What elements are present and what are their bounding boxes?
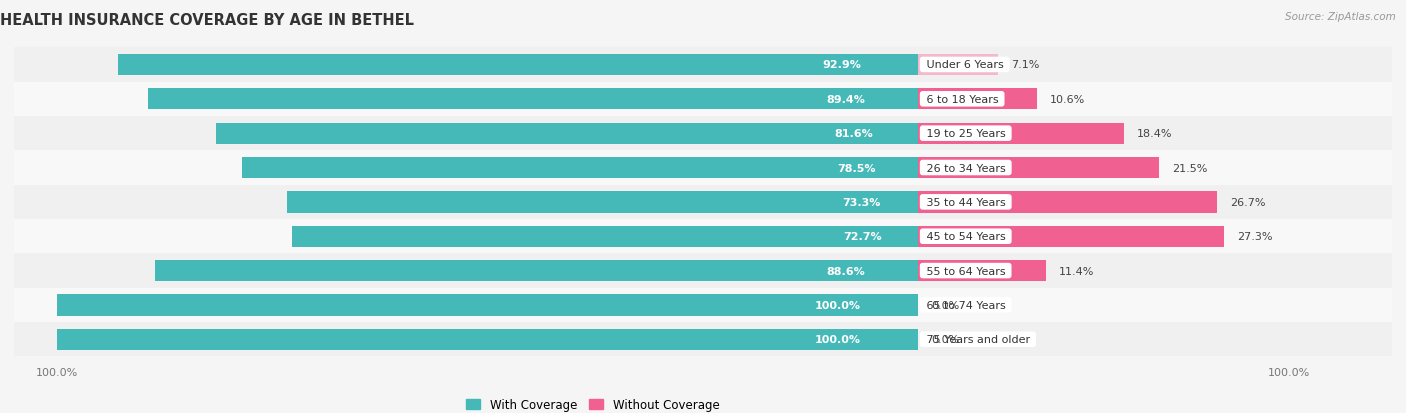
Text: 0.0%: 0.0% <box>931 335 959 344</box>
Text: Source: ZipAtlas.com: Source: ZipAtlas.com <box>1285 12 1396 22</box>
Bar <box>14 117 1406 151</box>
Bar <box>14 219 1406 254</box>
Bar <box>14 151 1406 185</box>
Bar <box>14 48 1406 83</box>
Text: 11.4%: 11.4% <box>1059 266 1094 276</box>
Bar <box>918 260 1046 282</box>
Bar <box>918 123 1125 145</box>
Bar <box>14 185 1406 219</box>
Bar <box>215 123 918 145</box>
Bar <box>149 89 918 110</box>
Text: 100.0%: 100.0% <box>815 335 860 344</box>
Text: 18.4%: 18.4% <box>1137 129 1173 139</box>
Bar <box>918 55 998 76</box>
Bar <box>287 192 918 213</box>
Text: HEALTH INSURANCE COVERAGE BY AGE IN BETHEL: HEALTH INSURANCE COVERAGE BY AGE IN BETH… <box>0 14 415 28</box>
Text: 7.1%: 7.1% <box>1011 60 1039 70</box>
Text: 35 to 44 Years: 35 to 44 Years <box>922 197 1010 207</box>
Text: 26.7%: 26.7% <box>1230 197 1265 207</box>
Text: 100.0%: 100.0% <box>815 300 860 310</box>
Text: 26 to 34 Years: 26 to 34 Years <box>922 163 1010 173</box>
Text: 73.3%: 73.3% <box>842 197 882 207</box>
Bar <box>14 288 1406 322</box>
Bar <box>918 192 1218 213</box>
Text: 75 Years and older: 75 Years and older <box>922 335 1033 344</box>
Bar <box>58 329 918 350</box>
Text: 27.3%: 27.3% <box>1237 232 1272 242</box>
Legend: With Coverage, Without Coverage: With Coverage, Without Coverage <box>461 393 724 413</box>
Text: 19 to 25 Years: 19 to 25 Years <box>922 129 1010 139</box>
Text: 10.6%: 10.6% <box>1050 95 1085 104</box>
Text: Under 6 Years: Under 6 Years <box>922 60 1007 70</box>
Bar <box>292 226 918 247</box>
Bar <box>58 294 918 316</box>
Bar <box>918 89 1038 110</box>
Text: 92.9%: 92.9% <box>823 60 860 70</box>
Text: 65 to 74 Years: 65 to 74 Years <box>922 300 1010 310</box>
Text: 55 to 64 Years: 55 to 64 Years <box>922 266 1008 276</box>
Bar <box>14 254 1406 288</box>
Text: 72.7%: 72.7% <box>844 232 882 242</box>
Bar <box>155 260 918 282</box>
Text: 78.5%: 78.5% <box>837 163 876 173</box>
Text: 6 to 18 Years: 6 to 18 Years <box>922 95 1001 104</box>
Bar <box>14 322 1406 356</box>
Text: 0.0%: 0.0% <box>931 300 959 310</box>
Bar <box>14 83 1406 117</box>
Bar <box>242 157 918 179</box>
Bar <box>118 55 918 76</box>
Text: 45 to 54 Years: 45 to 54 Years <box>922 232 1010 242</box>
Text: 89.4%: 89.4% <box>825 95 865 104</box>
Text: 88.6%: 88.6% <box>827 266 866 276</box>
Bar <box>918 226 1225 247</box>
Text: 81.6%: 81.6% <box>834 129 873 139</box>
Bar <box>918 157 1159 179</box>
Text: 21.5%: 21.5% <box>1173 163 1208 173</box>
